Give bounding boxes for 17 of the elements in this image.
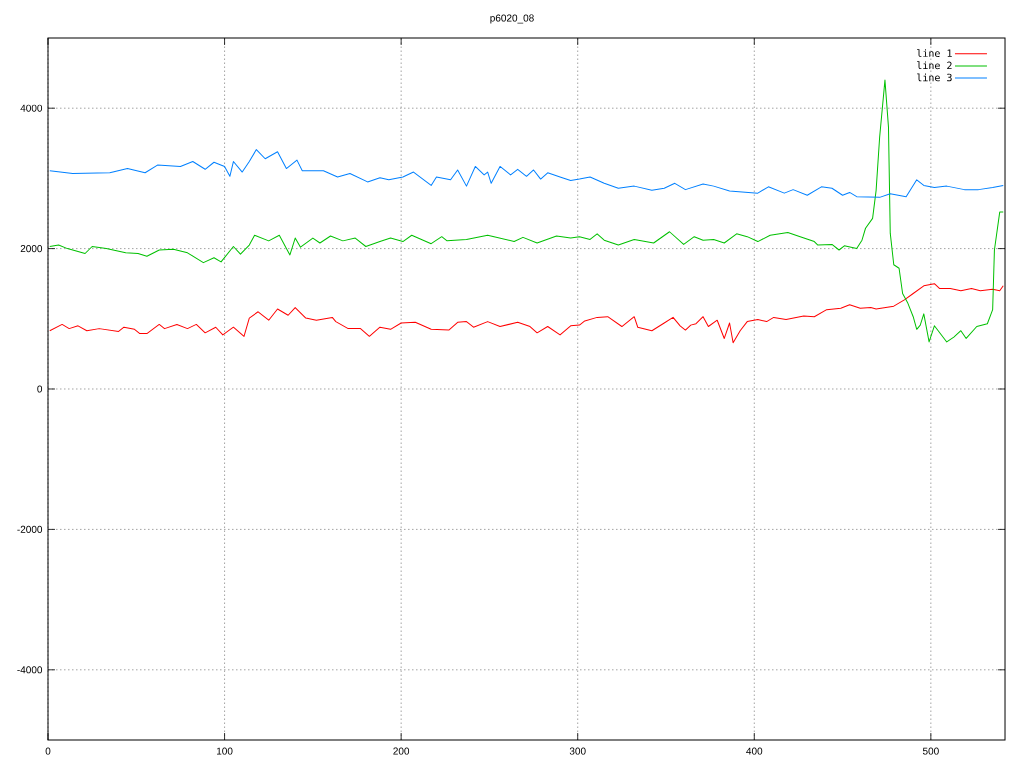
x-tick-label: 400 xyxy=(746,747,763,755)
legend-label: line 3 xyxy=(917,73,952,82)
y-tick-label: 4000 xyxy=(20,104,43,112)
y-tick-label: 2000 xyxy=(20,245,43,253)
y-tick-label: -4000 xyxy=(17,666,43,674)
x-tick-label: 200 xyxy=(393,747,410,755)
x-tick-label: 500 xyxy=(922,747,939,755)
x-tick-label: 100 xyxy=(217,747,233,755)
chart-title: p6020_08 xyxy=(490,14,534,24)
line-series xyxy=(49,283,1004,344)
x-tick-label: 0 xyxy=(45,747,51,755)
legend-label: line 1 xyxy=(917,49,952,57)
y-tick-label: -2000 xyxy=(17,525,43,533)
y-tick-label: 0 xyxy=(37,385,43,393)
x-tick-label: 300 xyxy=(569,747,586,755)
line-series xyxy=(49,149,1004,198)
legend-label: line 2 xyxy=(917,61,952,70)
